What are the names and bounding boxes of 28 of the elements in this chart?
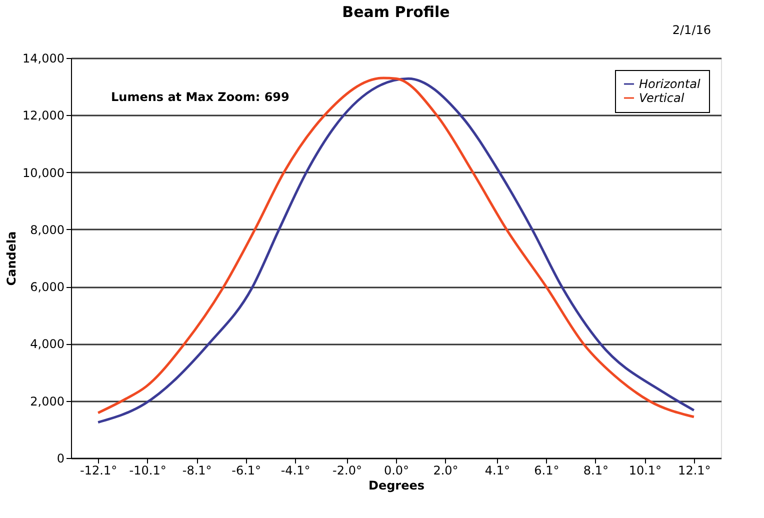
y-tick-label: 0 xyxy=(56,452,64,466)
x-tick-label: 6.1° xyxy=(534,464,560,478)
x-tick-label: -10.1° xyxy=(129,464,166,478)
legend-label: Horizontal xyxy=(639,77,701,91)
x-axis-title: Degrees xyxy=(368,478,425,492)
x-tick-label: 8.1° xyxy=(583,464,608,478)
y-tick-label: 6,000 xyxy=(30,280,64,294)
chart-title: Beam Profile xyxy=(342,3,450,21)
x-tick-label: 10.1° xyxy=(628,464,662,478)
x-tick-label: -4.1° xyxy=(280,464,310,478)
legend-label: Vertical xyxy=(639,91,685,105)
x-tick-label: -6.1° xyxy=(232,464,262,478)
x-tick-label: -12.1° xyxy=(80,464,118,478)
x-tick-label: 0.0° xyxy=(384,464,410,478)
x-tick-label: 12.1° xyxy=(678,464,711,478)
y-tick-label: 14,000 xyxy=(22,52,64,66)
x-tick-label: 4.1° xyxy=(484,464,510,478)
y-tick-label: 2,000 xyxy=(30,394,64,408)
y-tick-label: 4,000 xyxy=(30,337,64,352)
x-tick-label: 2.0° xyxy=(433,464,458,478)
x-tick-label: -8.1° xyxy=(182,464,212,478)
annotation: Lumens at Max Zoom: 699 xyxy=(111,90,290,104)
y-axis-title: Candela xyxy=(4,231,19,286)
y-tick-label: 8,000 xyxy=(30,222,64,237)
y-tick-label: 10,000 xyxy=(22,166,64,180)
text: 2/1/16 xyxy=(672,23,711,37)
y-tick-label: 12,000 xyxy=(22,108,64,123)
x-tick-label: -2.0° xyxy=(332,464,362,478)
